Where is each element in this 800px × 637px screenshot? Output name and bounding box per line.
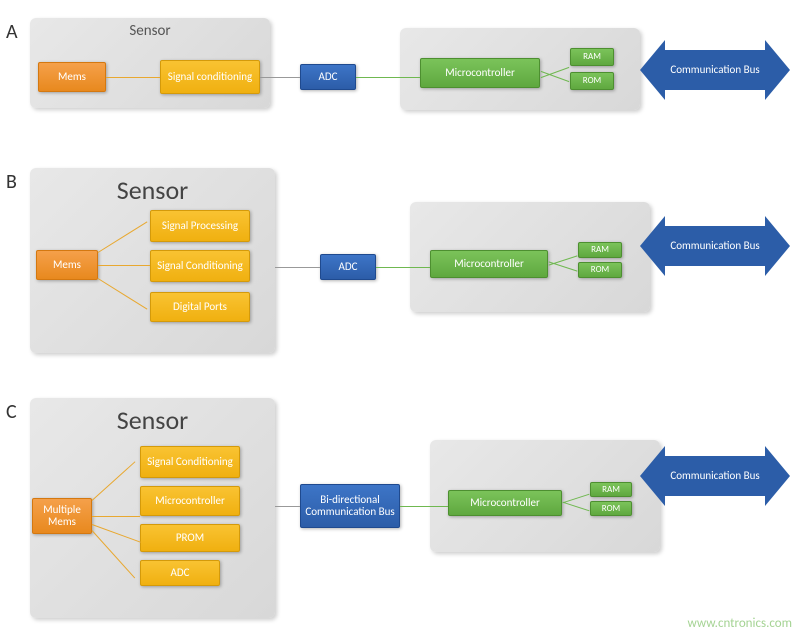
connector-line	[98, 265, 150, 266]
adc-box: ADC	[300, 64, 356, 90]
row-c: C Sensor Multiple Mems Signal Conditioni…	[0, 390, 800, 630]
microcontroller-box: Microcontroller	[420, 58, 540, 88]
row-label: A	[6, 20, 18, 44]
connector-line	[260, 77, 300, 78]
prom-box: PROM	[140, 524, 240, 552]
ram-box: RAM	[590, 482, 632, 497]
digital-ports-box: Digital Ports	[150, 292, 250, 322]
microcontroller-box: Microcontroller	[430, 250, 548, 278]
row-label: B	[6, 170, 17, 194]
microcontroller-box-y: Microcontroller	[140, 486, 240, 516]
connector-line	[275, 267, 320, 268]
microcontroller-box: Microcontroller	[448, 490, 562, 516]
row-a: A Sensor Mems Signal conditioning ADC Mi…	[0, 0, 800, 140]
connector-line	[275, 506, 300, 507]
signal-conditioning-box: Signal Conditioning	[140, 446, 240, 478]
sensor-title: Sensor	[30, 18, 270, 44]
adc-box-y: ADC	[140, 560, 220, 586]
row-b: B Sensor Mems Signal Processing Signal C…	[0, 160, 800, 380]
sensor-title: Sensor	[30, 398, 275, 440]
mems-box: Mems	[38, 62, 106, 92]
connector-line	[106, 77, 160, 78]
multiple-mems-box: Multiple Mems	[32, 498, 92, 534]
sensor-title: Sensor	[30, 168, 275, 210]
signal-processing-box: Signal Processing	[150, 210, 250, 242]
rom-box: ROM	[578, 262, 622, 278]
ram-box: RAM	[570, 48, 614, 66]
signal-conditioning-box: Signal Conditioning	[150, 250, 250, 282]
connector-line	[356, 77, 420, 78]
ram-box: RAM	[578, 242, 622, 258]
connector-line	[400, 506, 448, 507]
connector-line	[92, 516, 140, 517]
rom-box: ROM	[570, 72, 614, 90]
row-label: C	[6, 400, 17, 424]
adc-box: ADC	[320, 254, 376, 280]
watermark: www.cntronics.com	[688, 616, 792, 631]
mems-box: Mems	[36, 250, 98, 280]
signal-conditioning-box: Signal conditioning	[160, 60, 260, 94]
connector-line	[376, 267, 430, 268]
rom-box: ROM	[590, 501, 632, 516]
bidirectional-bus-box: Bi-directional Communication Bus	[300, 484, 400, 528]
